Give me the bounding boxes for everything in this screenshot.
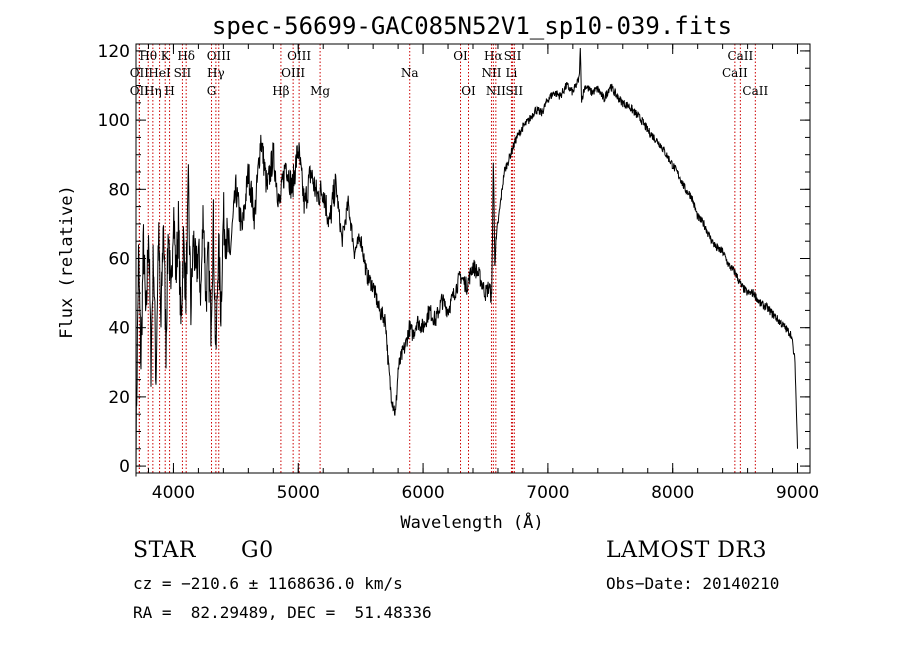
redshift-cz: cz = −210.6 ± 1168636.0 km/s (133, 574, 403, 593)
x-axis-label: Wavelength (Å) (400, 511, 543, 533)
line-marker-label: Hα (484, 49, 503, 63)
x-tick-label: 4000 (152, 483, 195, 503)
line-marker-label: OIII (281, 66, 305, 80)
line-marker-label: SII (504, 49, 522, 63)
x-tick-label: 5000 (277, 483, 320, 503)
line-marker-label: OI (461, 84, 476, 98)
object-subclass: G0 (241, 538, 274, 563)
chart-title: spec-56699-GAC085N52V1_sp10-039.fits (212, 12, 732, 40)
x-tick-label: 8000 (651, 483, 694, 503)
line-marker-label: OII (130, 84, 150, 98)
line-marker-label: Hδ (177, 49, 195, 63)
line-marker-label: CaII (727, 49, 753, 63)
ra-dec: RA = 82.29489, DEC = 51.48336 (133, 603, 432, 622)
line-marker-label: H (164, 84, 174, 98)
plot-frame (135, 43, 811, 474)
y-tick-label: 0 (119, 457, 130, 477)
y-tick-label: 80 (108, 180, 130, 200)
y-tick-label: 60 (108, 250, 130, 270)
line-marker-label: CaII (722, 66, 748, 80)
line-marker-label: K (161, 49, 171, 63)
y-tick-label: 100 (98, 111, 130, 131)
line-marker-label: Na (401, 66, 419, 80)
x-tick-label: 9000 (776, 483, 819, 503)
line-marker-label: NII (481, 66, 501, 80)
object-class: STAR (133, 538, 196, 563)
line-marker-label: HeI (148, 66, 171, 80)
line-marker-label: Li (506, 66, 518, 80)
x-tick-label: 6000 (401, 483, 444, 503)
line-marker-label: SII (505, 84, 523, 98)
y-axis-label: Flux (relative) (57, 185, 77, 339)
line-marker-label: CaII (742, 84, 768, 98)
line-marker-label: OI (453, 49, 468, 63)
line-marker-label: Mg (310, 84, 330, 98)
y-tick-label: 20 (108, 388, 130, 408)
y-tick-label: 120 (98, 42, 130, 62)
x-tick-label: 7000 (526, 483, 569, 503)
line-marker-label: SII (174, 66, 192, 80)
line-marker-label: OIII (207, 49, 231, 63)
line-marker-label: G (207, 84, 217, 98)
spectrum-line (135, 47, 798, 477)
line-marker-label: Hη (144, 84, 162, 98)
line-marker-label: NII (486, 84, 506, 98)
obs-date: Obs−Date: 20140210 (606, 574, 780, 593)
y-tick-label: 40 (108, 319, 130, 339)
line-marker-label: OIII (287, 49, 311, 63)
survey-name: LAMOST DR3 (606, 538, 767, 563)
line-marker-label: Hβ (272, 84, 289, 98)
line-marker-label: Hγ (207, 66, 225, 80)
